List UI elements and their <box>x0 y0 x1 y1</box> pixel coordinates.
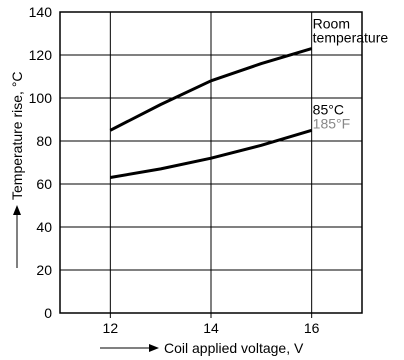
y-tick-label: 40 <box>36 219 52 235</box>
x-tick-label: 12 <box>103 320 119 336</box>
series-line-1 <box>109 47 313 132</box>
axis-ticks: 0 20 40 60 80 100 120 140 12 14 16 <box>29 4 320 336</box>
y-axis-label: Temperature rise, °C <box>9 71 25 200</box>
series-label-2-line-1: 85°C <box>313 101 344 117</box>
y-tick-label: 100 <box>29 90 53 106</box>
y-tick-label: 140 <box>29 4 53 20</box>
y-tick-label: 60 <box>36 176 52 192</box>
y-tick-label: 20 <box>36 262 52 278</box>
x-tick-label: 16 <box>304 320 320 336</box>
series-label-2-line-2: 185°F <box>313 115 351 131</box>
x-axis-arrow-head <box>149 344 159 352</box>
series-label-1-line-1: Room <box>313 16 350 32</box>
series-lines <box>109 47 313 179</box>
y-tick-label: 0 <box>44 305 52 321</box>
grid <box>60 12 362 313</box>
series-line-2 <box>110 128 313 179</box>
y-tick-label: 80 <box>36 133 52 149</box>
y-tick-label: 120 <box>29 47 53 63</box>
y-axis-title: Temperature rise, °C <box>9 71 25 268</box>
x-axis-title: Coil applied voltage, V <box>100 340 304 356</box>
y-axis-arrow-head <box>13 205 21 215</box>
series-label-1-line-2: temperature <box>313 30 389 46</box>
x-axis-label: Coil applied voltage, V <box>164 340 304 356</box>
x-tick-label: 14 <box>203 320 219 336</box>
